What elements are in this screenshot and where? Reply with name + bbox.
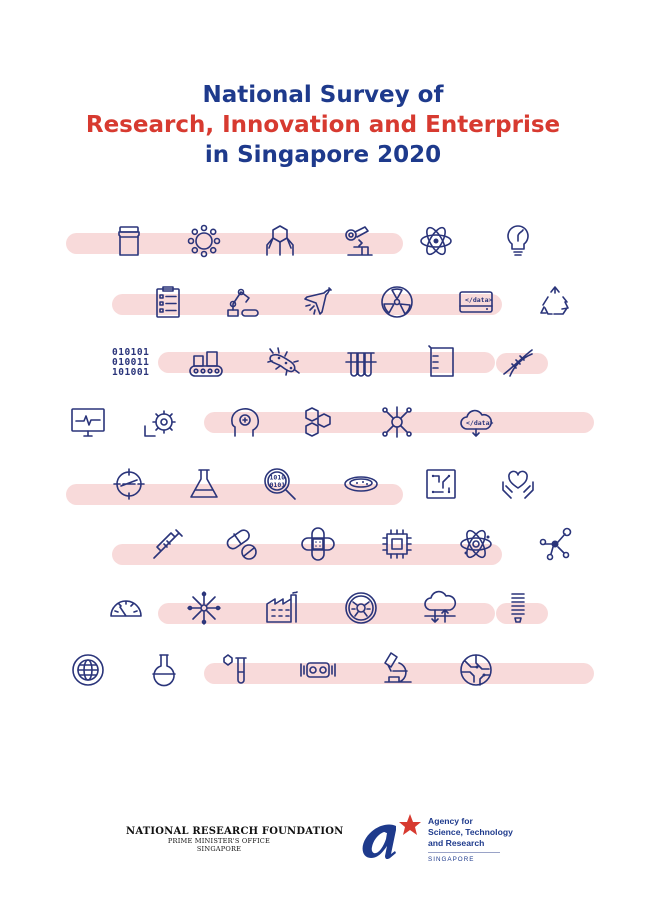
robotic-arm-icon (224, 284, 260, 320)
conveyor-belt-icon (188, 344, 224, 380)
title-line-1: National Survey of (202, 82, 444, 108)
heart-hands-icon (500, 466, 536, 502)
jar-icon (111, 223, 147, 259)
nrf-country: SINGAPORE (196, 845, 242, 853)
vr-headset-icon (300, 652, 336, 688)
gauge-icon (108, 590, 144, 626)
beaker-icon (424, 344, 460, 380)
test-tubes-icon (343, 344, 379, 380)
data-drive-icon: </data> (458, 284, 494, 320)
microchip-icon (379, 526, 415, 562)
snowflake-icon (186, 590, 222, 626)
cloud-data-icon: </data> (458, 404, 494, 440)
syringe-icon (150, 526, 186, 562)
factory-icon (264, 590, 300, 626)
dna-icon (500, 344, 536, 380)
band-row-2 (112, 294, 502, 315)
airplane-icon (300, 284, 336, 320)
test-tube-icon (220, 652, 256, 688)
band-row-4b (258, 412, 594, 433)
nrf-title: NATIONAL RESEARCH FOUNDATION (126, 826, 344, 837)
molecule-network-icon (537, 526, 573, 562)
flask-icon (186, 466, 222, 502)
circuit-chip-icon (423, 466, 459, 502)
magnifier-binary-icon: 1010 0101 (262, 466, 298, 502)
brain-head-icon (227, 404, 263, 440)
svg-text:</data>: </data> (465, 296, 492, 304)
title-line-3: in Singapore 2020 (204, 142, 442, 168)
cloud-transfer-icon (422, 590, 458, 626)
svg-text:1010: 1010 (270, 474, 286, 482)
network-node-icon (379, 404, 415, 440)
globe-icon (70, 652, 106, 688)
virus-icon (186, 223, 222, 259)
microscope-robot-icon (340, 223, 376, 259)
title-line-2: Research, Innovation and Enterprise (85, 112, 561, 138)
round-flask-icon (146, 652, 182, 688)
cell-icon (343, 590, 379, 626)
band-row-6 (112, 544, 502, 565)
molecule-cluster-icon (300, 404, 336, 440)
astar-logo-mark (352, 812, 424, 864)
band-row-5 (66, 484, 403, 505)
band-row-8b (258, 663, 594, 684)
atom-orbit-icon (458, 526, 494, 562)
petri-dish-icon (343, 466, 379, 502)
hexagon-molecule-icon (262, 223, 298, 259)
band-row-1 (66, 233, 403, 254)
atom-icon (418, 223, 454, 259)
svg-text:0101: 0101 (270, 481, 286, 489)
recycle-icon (537, 284, 573, 320)
circuit-globe-icon (458, 652, 494, 688)
lab-microscope-icon (379, 650, 415, 686)
compass-icon (111, 466, 147, 502)
gears-icon (142, 404, 178, 440)
band-row-3b (496, 353, 548, 374)
pill-icon (224, 526, 260, 562)
bacteria-icon (265, 344, 301, 380)
svg-text:</data>: </data> (466, 419, 493, 427)
heartbeat-monitor-icon (70, 404, 106, 440)
binary-code-icon: 010101 010011 101001 (112, 347, 150, 378)
bandage-icon (300, 526, 336, 562)
band-row-7 (158, 603, 495, 624)
lightbulb-icon (500, 223, 536, 259)
astar-divider (428, 852, 500, 853)
astar-country: SINGAPORE (428, 856, 475, 863)
clipboard-checklist-icon (150, 284, 186, 320)
astar-name: Agency for Science, Technology and Resea… (428, 816, 513, 848)
band-row-3 (158, 352, 495, 373)
nrf-logo: NATIONAL RESEARCH FOUNDATION PRIME MINIS… (126, 826, 344, 853)
spring-icon (500, 590, 536, 626)
radiation-icon (379, 284, 415, 320)
nrf-subtitle: PRIME MINISTER'S OFFICE (167, 837, 271, 845)
